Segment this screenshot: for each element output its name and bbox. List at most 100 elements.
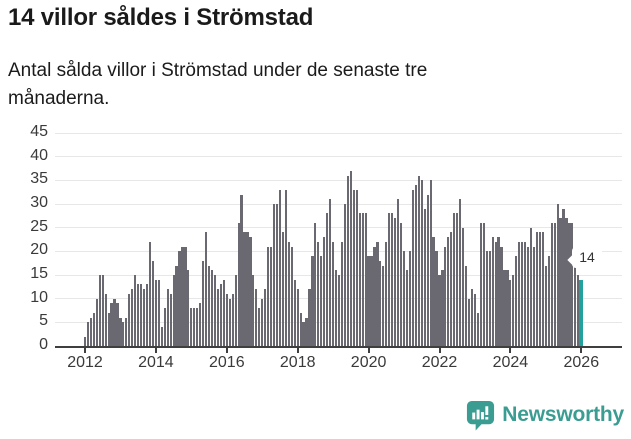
gridline	[55, 132, 622, 134]
bar	[547, 256, 550, 346]
bar	[450, 232, 453, 346]
bar	[134, 275, 137, 346]
bar	[364, 213, 367, 346]
x-tick-label: 2018	[279, 354, 316, 371]
bar	[467, 298, 471, 346]
bar	[358, 213, 361, 346]
bar	[326, 213, 329, 346]
bar	[574, 265, 577, 346]
bar	[565, 218, 568, 346]
y-tick-label: 20	[30, 241, 48, 259]
bar	[476, 312, 479, 346]
bar	[408, 251, 412, 346]
bar	[538, 232, 541, 346]
bar	[506, 270, 509, 346]
bar	[128, 293, 131, 346]
bar	[509, 279, 512, 346]
bar	[382, 265, 385, 346]
bar	[237, 222, 240, 346]
bar	[311, 256, 314, 346]
bar	[562, 208, 565, 346]
bar	[488, 251, 491, 346]
bar	[175, 265, 178, 346]
bar	[453, 213, 456, 346]
bar	[352, 189, 355, 346]
bar	[275, 204, 279, 346]
bar	[246, 232, 249, 346]
bar	[343, 204, 347, 346]
axis-tick	[225, 348, 228, 353]
x-tick-label: 2022	[421, 354, 458, 371]
bar	[367, 256, 370, 346]
bar	[503, 270, 506, 346]
bar	[234, 275, 237, 346]
bar	[240, 194, 243, 346]
y-tick-label: 15	[30, 265, 48, 282]
bar	[568, 222, 571, 346]
bar	[119, 317, 122, 346]
gridline	[55, 203, 622, 205]
bar	[571, 222, 574, 346]
bar	[249, 237, 252, 346]
bar	[243, 232, 246, 346]
brand-name: Newsworthy	[502, 403, 624, 426]
bar	[397, 199, 400, 346]
bar	[544, 265, 547, 346]
bar	[535, 232, 539, 346]
bar	[423, 208, 426, 346]
bar	[202, 260, 205, 346]
bar	[444, 246, 447, 346]
bar	[346, 175, 349, 346]
bar	[89, 317, 92, 346]
bar	[287, 241, 290, 346]
bar	[137, 284, 140, 346]
bar	[379, 260, 382, 346]
axis-tick	[580, 348, 583, 353]
bar	[104, 293, 107, 346]
bar	[391, 213, 394, 346]
bar	[405, 270, 409, 346]
bar	[550, 222, 553, 346]
x-tick-label: 2014	[138, 354, 174, 371]
bar	[317, 241, 320, 346]
bar	[125, 317, 128, 346]
x-tick-label: 2020	[350, 354, 387, 371]
axis-tick	[509, 348, 512, 353]
bar	[187, 270, 190, 346]
x-tick-label: 2026	[563, 354, 600, 371]
bar	[373, 246, 376, 346]
bar	[470, 289, 474, 346]
bar	[305, 317, 308, 346]
bar	[473, 293, 476, 346]
bar	[255, 289, 258, 346]
bar	[216, 289, 220, 346]
bar	[205, 232, 208, 346]
bar	[485, 251, 488, 346]
gridline	[55, 227, 622, 229]
gridline	[55, 250, 622, 252]
bar	[142, 289, 146, 346]
bar	[169, 293, 172, 346]
bar	[532, 246, 536, 346]
bar	[518, 241, 521, 346]
bar	[429, 180, 432, 346]
bar	[98, 275, 101, 346]
y-tick-label: 45	[30, 123, 48, 140]
bar	[447, 237, 450, 346]
bar	[86, 322, 90, 346]
bar	[432, 237, 435, 346]
bar	[83, 336, 87, 346]
bar	[491, 237, 494, 346]
bar	[479, 222, 482, 346]
bar	[435, 251, 438, 346]
bar	[559, 218, 562, 346]
bar	[355, 189, 358, 346]
bar	[145, 284, 149, 346]
bar	[107, 312, 110, 346]
bar	[199, 303, 202, 346]
bar	[193, 308, 196, 346]
bar	[497, 237, 500, 346]
bar	[151, 260, 155, 346]
bar	[166, 289, 169, 346]
bar	[441, 270, 444, 346]
